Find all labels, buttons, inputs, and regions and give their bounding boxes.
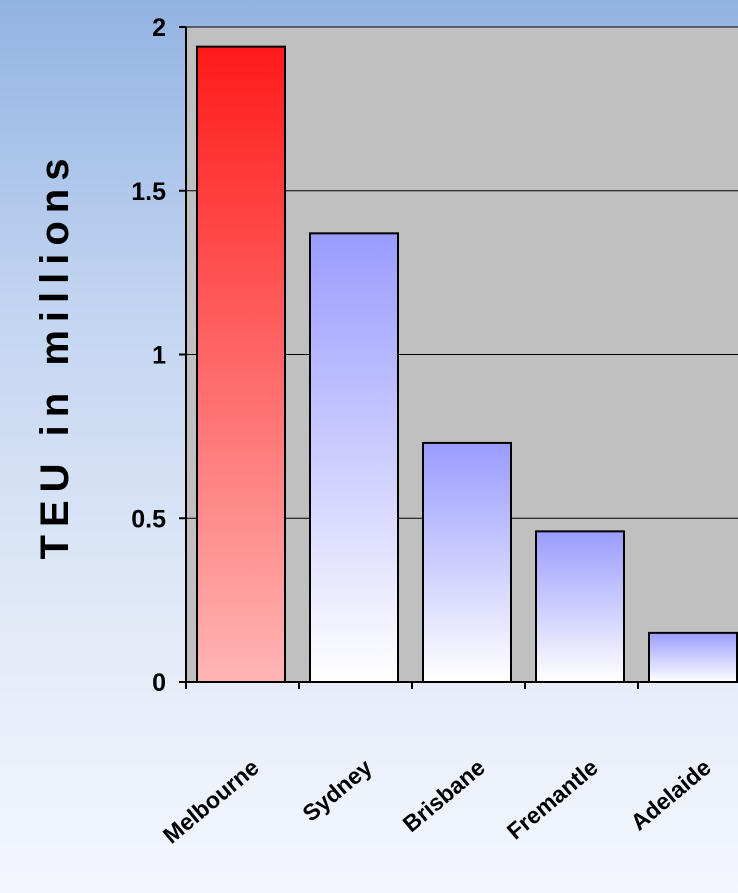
bar-brisbane — [422, 441, 512, 683]
y-tick-label: 2 — [152, 14, 166, 42]
y-tick-labels: 0 0.5 1 1.5 2 — [131, 14, 166, 697]
bar-sydney — [309, 232, 399, 683]
y-tick-label: 1.5 — [131, 178, 166, 206]
x-category-label: Adelaide — [626, 754, 716, 836]
x-category-label: Sydney — [297, 754, 377, 827]
bar-melbourne — [196, 45, 286, 683]
bar-adelaide — [648, 631, 738, 683]
x-category-labels: Melbourne Sydney Brisbane Fremantle Adelaide — [158, 754, 716, 849]
x-category-label: Brisbane — [398, 754, 490, 837]
y-tick-label: 0.5 — [131, 505, 166, 533]
x-category-label: Fremantle — [502, 754, 603, 845]
bar-fremantle — [535, 530, 625, 683]
x-category-label: Melbourne — [158, 754, 264, 849]
y-tick-label: 0 — [152, 669, 166, 697]
axes — [179, 26, 738, 689]
y-tick-label: 1 — [152, 342, 166, 370]
y-axis-title: TEU in millions — [33, 151, 77, 560]
